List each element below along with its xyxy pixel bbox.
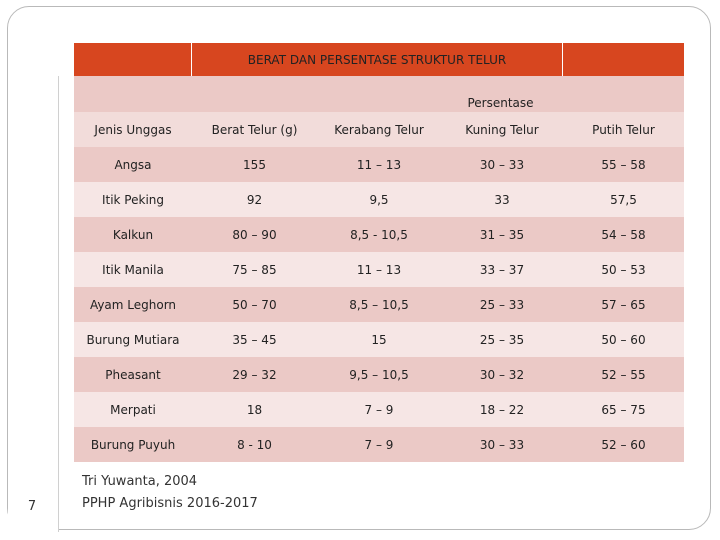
cell-species: Itik Manila <box>74 252 192 287</box>
column-header: Kuning Telur <box>441 112 563 147</box>
cell-species: Burung Mutiara <box>74 322 192 357</box>
cell-white: 57 – 65 <box>563 287 684 322</box>
cell-white: 52 – 60 <box>563 427 684 462</box>
table-row: Itik Manila 75 – 85 11 – 13 33 – 37 50 –… <box>74 252 684 287</box>
cell-white: 57,5 <box>563 182 684 217</box>
cell-weight: 155 <box>192 147 317 182</box>
cell-yolk: 33 – 37 <box>441 252 563 287</box>
cell-weight: 8 - 10 <box>192 427 317 462</box>
cell-species: Pheasant <box>74 357 192 392</box>
cell-species: Merpati <box>74 392 192 427</box>
table-row: Pheasant 29 – 32 9,5 – 10,5 30 – 32 52 –… <box>74 357 684 392</box>
cell-white: 50 – 53 <box>563 252 684 287</box>
cell-shell: 7 – 9 <box>317 392 441 427</box>
cell-shell: 11 – 13 <box>317 252 441 287</box>
cell-weight: 75 – 85 <box>192 252 317 287</box>
table-row: Ayam Leghorn 50 – 70 8,5 – 10,5 25 – 33 … <box>74 287 684 322</box>
cell-species: Ayam Leghorn <box>74 287 192 322</box>
slide-left-margin <box>8 76 59 532</box>
group-blank-cell <box>192 76 317 112</box>
table-title: BERAT DAN PERSENTASE STRUKTUR TELUR <box>192 43 563 76</box>
table-row: Burung Puyuh 8 - 10 7 – 9 30 – 33 52 – 6… <box>74 427 684 462</box>
cell-weight: 18 <box>192 392 317 427</box>
cell-white: 65 – 75 <box>563 392 684 427</box>
cell-weight: 29 – 32 <box>192 357 317 392</box>
title-blank-cell <box>74 43 192 76</box>
column-header: Putih Telur <box>563 112 684 147</box>
table-row: Burung Mutiara 35 – 45 15 25 – 35 50 – 6… <box>74 322 684 357</box>
table-row: Angsa 155 11 – 13 30 – 33 55 – 58 <box>74 147 684 182</box>
table-row: Itik Peking 92 9,5 33 57,5 <box>74 182 684 217</box>
cell-yolk: 30 – 32 <box>441 357 563 392</box>
cell-shell: 15 <box>317 322 441 357</box>
cell-species: Burung Puyuh <box>74 427 192 462</box>
table-row: Kalkun 80 – 90 8,5 - 10,5 31 – 35 54 – 5… <box>74 217 684 252</box>
cell-white: 54 – 58 <box>563 217 684 252</box>
cell-yolk: 25 – 33 <box>441 287 563 322</box>
cell-species: Kalkun <box>74 217 192 252</box>
table-title-row: BERAT DAN PERSENTASE STRUKTUR TELUR <box>74 43 684 76</box>
percentage-group-header: Persentase <box>317 76 684 112</box>
footer-author: Tri Yuwanta, 2004 <box>82 474 198 489</box>
cell-white: 55 – 58 <box>563 147 684 182</box>
cell-yolk: 31 – 35 <box>441 217 563 252</box>
column-header: Jenis Unggas <box>74 112 192 147</box>
table-row: Merpati 18 7 – 9 18 – 22 65 – 75 <box>74 392 684 427</box>
title-blank-cell <box>563 43 684 76</box>
cell-yolk: 33 <box>441 182 563 217</box>
cell-weight: 92 <box>192 182 317 217</box>
cell-weight: 35 – 45 <box>192 322 317 357</box>
cell-shell: 7 – 9 <box>317 427 441 462</box>
page-number: 7 <box>27 499 37 514</box>
column-header-row: Jenis Unggas Berat Telur (g) Kerabang Te… <box>74 112 684 147</box>
egg-structure-table: BERAT DAN PERSENTASE STRUKTUR TELUR Pers… <box>74 43 684 462</box>
cell-species: Angsa <box>74 147 192 182</box>
column-header: Berat Telur (g) <box>192 112 317 147</box>
cell-species: Itik Peking <box>74 182 192 217</box>
group-header-row: Persentase <box>74 76 684 112</box>
cell-white: 50 – 60 <box>563 322 684 357</box>
cell-shell: 11 – 13 <box>317 147 441 182</box>
cell-shell: 8,5 - 10,5 <box>317 217 441 252</box>
footer-course: PPHP Agribisnis 2016-2017 <box>82 496 258 511</box>
cell-weight: 80 – 90 <box>192 217 317 252</box>
cell-shell: 9,5 – 10,5 <box>317 357 441 392</box>
column-header: Kerabang Telur <box>317 112 441 147</box>
cell-yolk: 25 – 35 <box>441 322 563 357</box>
cell-yolk: 30 – 33 <box>441 427 563 462</box>
cell-weight: 50 – 70 <box>192 287 317 322</box>
cell-shell: 9,5 <box>317 182 441 217</box>
cell-yolk: 18 – 22 <box>441 392 563 427</box>
cell-shell: 8,5 – 10,5 <box>317 287 441 322</box>
cell-yolk: 30 – 33 <box>441 147 563 182</box>
cell-white: 52 – 55 <box>563 357 684 392</box>
group-blank-cell <box>74 76 192 112</box>
